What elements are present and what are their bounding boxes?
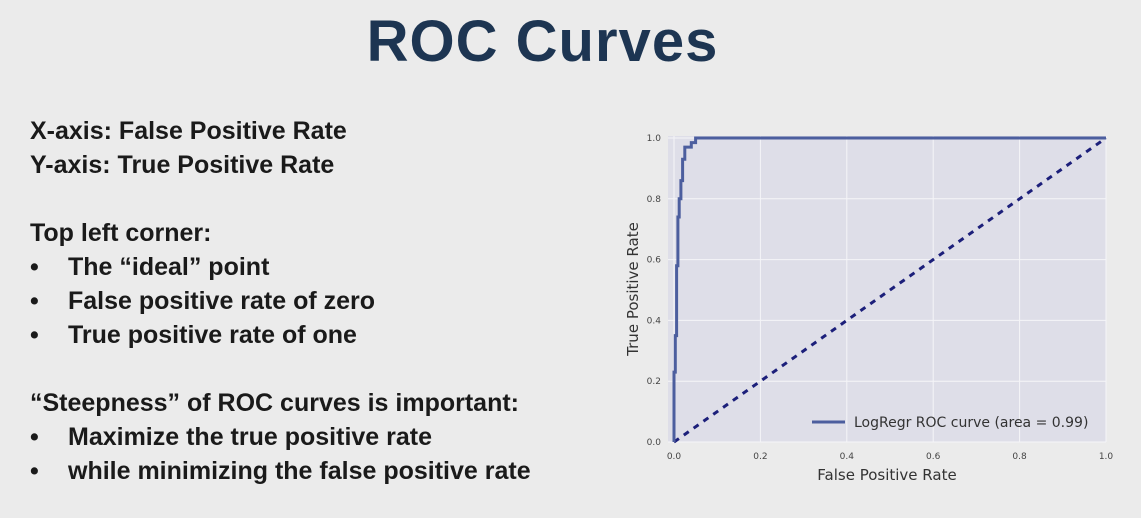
bullet-marker: •: [30, 321, 39, 349]
x-tick-label: 0.4: [840, 452, 855, 462]
plot-area: [668, 136, 1106, 442]
roc-chart: 0.0 0.2 0.4 0.6 0.8 1.0 0.0 0.2 0.4 0.6 0.8 1.0 Log…: [612, 118, 1132, 498]
bullet-item: • The “ideal” point: [30, 250, 531, 284]
bullet-text: Maximize the true positive rate: [68, 423, 433, 451]
roc-chart-svg: 0.0 0.2 0.4 0.6 0.8 1.0 0.0 0.2 0.4 0.6 0.8 1.0 Log…: [624, 134, 1114, 484]
y-tick-label: 0.6: [647, 256, 662, 266]
y-axis-label: True Positive Rate: [624, 222, 642, 357]
slide-title: ROC Curves: [366, 9, 719, 74]
x-tick-label: 0.8: [1012, 452, 1027, 462]
bullet-item: • while minimizing the false positive rat…: [30, 454, 531, 488]
bullet-item: • Maximize the true positive rate: [30, 420, 531, 454]
tick-labels: 0.0 0.2 0.4 0.6 0.8 1.0 0.0 0.2 0.4 0.6 0.8 1.0: [647, 134, 1114, 462]
bullet-marker: •: [30, 423, 39, 451]
y-tick-label: 1.0: [647, 134, 662, 144]
bullet-marker: •: [30, 457, 39, 485]
legend-label: LogRegr ROC curve (area = 0.99): [854, 415, 1088, 431]
x-axis-label: False Positive Rate: [817, 466, 956, 484]
legend: LogRegr ROC curve (area = 0.99): [812, 415, 1088, 431]
bullet-text: True positive rate of one: [68, 321, 357, 349]
x-axis-line: X-axis: False Positive Rate: [30, 117, 347, 145]
corner-heading: Top left corner:: [30, 219, 212, 247]
bullet-item: • False positive rate of zero: [30, 284, 531, 318]
y-axis-line: Y-axis: True Positive Rate: [30, 151, 335, 179]
x-tick-label: 1.0: [1099, 452, 1114, 462]
bullet-text: The “ideal” point: [68, 253, 270, 281]
y-tick-label: 0.4: [647, 316, 662, 326]
y-tick-label: 0.2: [647, 377, 661, 387]
bullet-item: • True positive rate of one: [30, 318, 531, 352]
y-tick-label: 0.8: [647, 195, 662, 205]
x-tick-label: 0.6: [926, 452, 941, 462]
roc-curve-line: [672, 136, 1106, 442]
slide-body: X-axis: False Positive Rate Y-axis: True…: [30, 114, 531, 488]
bullet-text: False positive rate of zero: [68, 287, 376, 315]
y-tick-label: 0.0: [647, 438, 662, 448]
steepness-heading: “Steepness” of ROC curves is important:: [30, 389, 520, 417]
bullet-marker: •: [30, 287, 39, 315]
x-tick-label: 0.2: [753, 452, 767, 462]
x-tick-label: 0.0: [667, 452, 682, 462]
bullet-text: while minimizing the false positive rate: [68, 457, 531, 485]
bullet-marker: •: [30, 253, 39, 281]
chance-diagonal-line: [673, 136, 1107, 444]
